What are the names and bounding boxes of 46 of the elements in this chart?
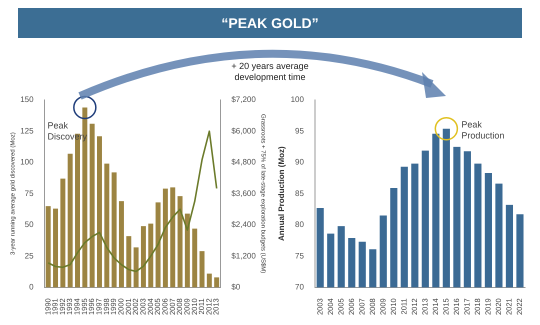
- bar: [90, 124, 95, 288]
- y-tick-label: 100: [20, 158, 34, 167]
- bar: [112, 172, 117, 288]
- bar: [53, 208, 58, 288]
- y-tick-label: 100: [290, 95, 304, 104]
- y2-tick-label: $0: [231, 282, 241, 292]
- bar: [104, 164, 110, 288]
- bar: [96, 136, 102, 288]
- y-tick-label: 75: [24, 188, 34, 198]
- y2-tick-label: $6,000: [231, 126, 256, 136]
- bar: [46, 206, 51, 288]
- text: “PEAK GOLD”: [18, 8, 522, 38]
- y2-tick-label: $7,200: [231, 95, 256, 104]
- bar: [140, 226, 146, 288]
- y-tick-label: 70: [295, 282, 304, 292]
- y-tick-label: 75: [295, 251, 304, 260]
- y-axis-title: Annual Production (Moz): [277, 146, 286, 241]
- y-tick-label: 85: [295, 188, 304, 198]
- y-tick-label: 50: [24, 220, 34, 230]
- bar: [118, 201, 124, 288]
- bar: [68, 154, 73, 288]
- bar: [178, 196, 183, 288]
- y-tick-label: 80: [295, 220, 304, 230]
- bar: [126, 236, 132, 288]
- annotation: Peak Production: [461, 120, 504, 141]
- y2-tick-label: $1,200: [231, 251, 256, 260]
- bar: [214, 277, 220, 288]
- bar: [170, 187, 176, 288]
- bar: [60, 178, 66, 288]
- y-tick-label: 90: [295, 158, 304, 167]
- bar: [134, 247, 139, 288]
- y-tick-label: 95: [295, 126, 304, 136]
- bar: [206, 274, 212, 288]
- bar: [156, 202, 161, 288]
- text: + 20 years average development time: [230, 61, 310, 83]
- bar: [200, 251, 205, 288]
- y2-tick-label: $3,600: [231, 188, 256, 198]
- y-tick-label: 25: [24, 251, 34, 260]
- y2-tick-label: $4,800: [231, 158, 256, 167]
- y-tick-label: 0: [29, 282, 34, 292]
- bar: [162, 188, 168, 288]
- y-tick-label: 125: [20, 126, 34, 136]
- bar: [184, 214, 190, 288]
- y2-tick-label: $2,400: [231, 220, 256, 230]
- y-tick-label: 150: [20, 95, 34, 104]
- bar: [192, 228, 198, 288]
